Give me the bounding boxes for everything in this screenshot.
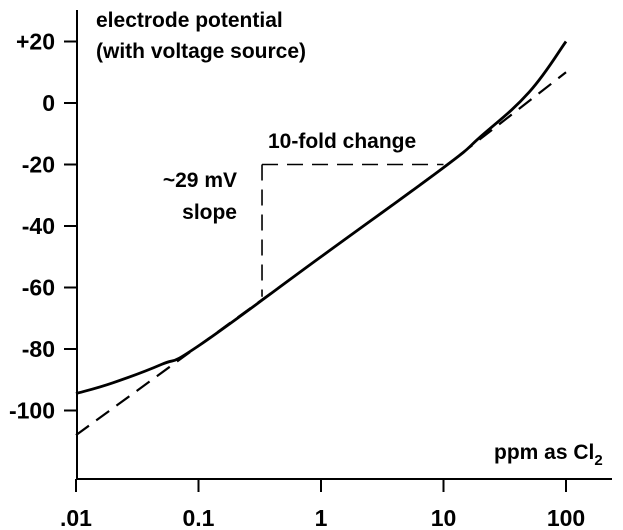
y-tick-label: 0 (42, 90, 55, 116)
series-line-dashed (75, 71, 567, 436)
x-tick-label: 10 (431, 505, 457, 530)
y-tick-label: -60 (22, 275, 55, 301)
y-ticks: +20 0 -20 -40 -60 -80 -100 (9, 29, 77, 424)
y-tick-label: -80 (22, 336, 55, 362)
y-axis-label-line-2: (with voltage source) (96, 40, 306, 63)
x-tick-label: 100 (547, 505, 585, 530)
slope-label-line-1: ~29 mV (163, 169, 237, 192)
series-line-solid (75, 40, 568, 395)
x-axis-label: ppm as Cl2 (494, 441, 603, 469)
x-ticks: .01 0.1 1 10 100 (60, 479, 585, 530)
x-axis-label-subscript: 2 (594, 452, 602, 469)
y-tick-label: -20 (22, 152, 55, 178)
y-axis-label-line-1: electrode potential (96, 9, 283, 32)
x-tick-label: .01 (60, 505, 92, 530)
fold-change-bracket (261, 163, 444, 297)
series-layer (75, 40, 568, 436)
slope-label-line-2: slope (182, 201, 237, 224)
axes (76, 10, 612, 480)
y-tick-label: +20 (16, 29, 55, 55)
x-tick-label: 1 (315, 505, 328, 530)
y-tick-label: -40 (22, 213, 55, 239)
x-tick-label: 0.1 (183, 505, 215, 530)
x-axis-label-main: ppm as Cl (494, 441, 594, 464)
fold-change-label: 10-fold change (268, 130, 416, 153)
y-tick-label: -100 (9, 398, 55, 424)
